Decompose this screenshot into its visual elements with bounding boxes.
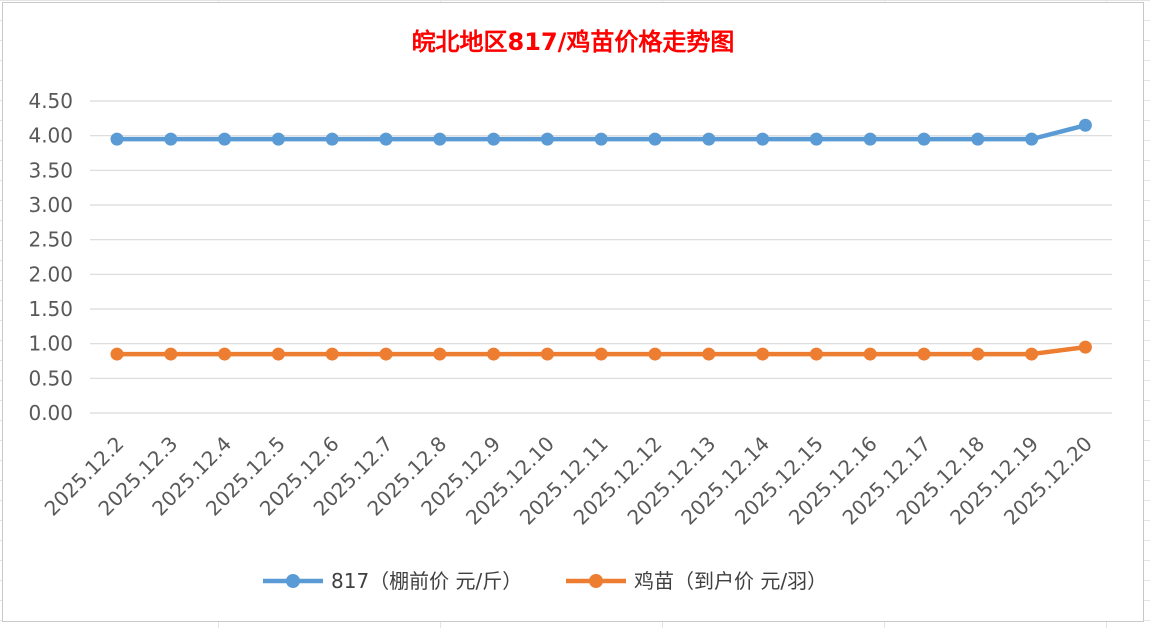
data-point[interactable] xyxy=(756,347,770,361)
data-point[interactable] xyxy=(110,347,124,361)
y-tick-label: 3.50 xyxy=(28,158,73,182)
plot-area xyxy=(110,118,1092,361)
gridlines xyxy=(90,100,1112,414)
y-tick-label: 0.00 xyxy=(28,401,73,425)
legend-label: 鸡苗（到户价 元/羽） xyxy=(634,569,827,593)
data-point[interactable] xyxy=(917,347,931,361)
series-2 xyxy=(110,340,1092,361)
data-point[interactable] xyxy=(164,132,178,146)
data-point[interactable] xyxy=(971,347,985,361)
data-point[interactable] xyxy=(648,347,662,361)
legend: 817（棚前价 元/斤） 鸡苗（到户价 元/羽） xyxy=(263,569,827,593)
y-tick-label: 3.00 xyxy=(28,193,73,217)
data-point[interactable] xyxy=(809,347,823,361)
data-point[interactable] xyxy=(271,132,285,146)
y-tick-label: 1.50 xyxy=(28,297,73,321)
data-point[interactable] xyxy=(433,132,447,146)
data-point[interactable] xyxy=(702,347,716,361)
data-point[interactable] xyxy=(594,132,608,146)
legend-marker xyxy=(286,574,300,588)
data-point[interactable] xyxy=(863,132,877,146)
data-point[interactable] xyxy=(218,132,232,146)
data-point[interactable] xyxy=(1078,340,1092,354)
series-1 xyxy=(110,118,1092,146)
data-point[interactable] xyxy=(917,132,931,146)
data-point[interactable] xyxy=(110,132,124,146)
y-tick-label: 0.50 xyxy=(28,366,73,390)
data-point[interactable] xyxy=(971,132,985,146)
y-tick-label: 2.00 xyxy=(28,262,73,286)
data-point[interactable] xyxy=(379,347,393,361)
x-axis: 2025.12.22025.12.32025.12.42025.12.52025… xyxy=(40,432,1097,530)
data-point[interactable] xyxy=(325,132,339,146)
data-point[interactable] xyxy=(702,132,716,146)
legend-item-1[interactable]: 817（棚前价 元/斤） xyxy=(263,569,522,593)
data-point[interactable] xyxy=(487,132,501,146)
data-point[interactable] xyxy=(379,132,393,146)
data-point[interactable] xyxy=(540,347,554,361)
data-point[interactable] xyxy=(540,132,554,146)
y-axis: 0.00 0.50 1.00 1.50 2.00 2.50 3.00 3.50 4.00 4.50 xyxy=(28,89,73,425)
y-tick-label: 4.50 xyxy=(28,89,73,113)
legend-label: 817（棚前价 元/斤） xyxy=(331,569,522,593)
data-point[interactable] xyxy=(594,347,608,361)
legend-item-2[interactable]: 鸡苗（到户价 元/羽） xyxy=(566,569,827,593)
data-point[interactable] xyxy=(325,347,339,361)
data-point[interactable] xyxy=(1078,118,1092,132)
data-point[interactable] xyxy=(809,132,823,146)
y-tick-label: 1.00 xyxy=(28,332,73,356)
data-point[interactable] xyxy=(756,132,770,146)
data-point[interactable] xyxy=(1025,132,1039,146)
y-tick-label: 4.00 xyxy=(28,124,73,148)
data-point[interactable] xyxy=(1025,347,1039,361)
data-point[interactable] xyxy=(648,132,662,146)
data-point[interactable] xyxy=(487,347,501,361)
data-point[interactable] xyxy=(218,347,232,361)
data-point[interactable] xyxy=(863,347,877,361)
data-point[interactable] xyxy=(271,347,285,361)
data-point[interactable] xyxy=(433,347,447,361)
chart-title: 皖北地区817/鸡苗价格走势图 xyxy=(412,28,735,56)
y-tick-label: 2.50 xyxy=(28,228,73,252)
data-point[interactable] xyxy=(164,347,178,361)
legend-marker xyxy=(589,574,603,588)
